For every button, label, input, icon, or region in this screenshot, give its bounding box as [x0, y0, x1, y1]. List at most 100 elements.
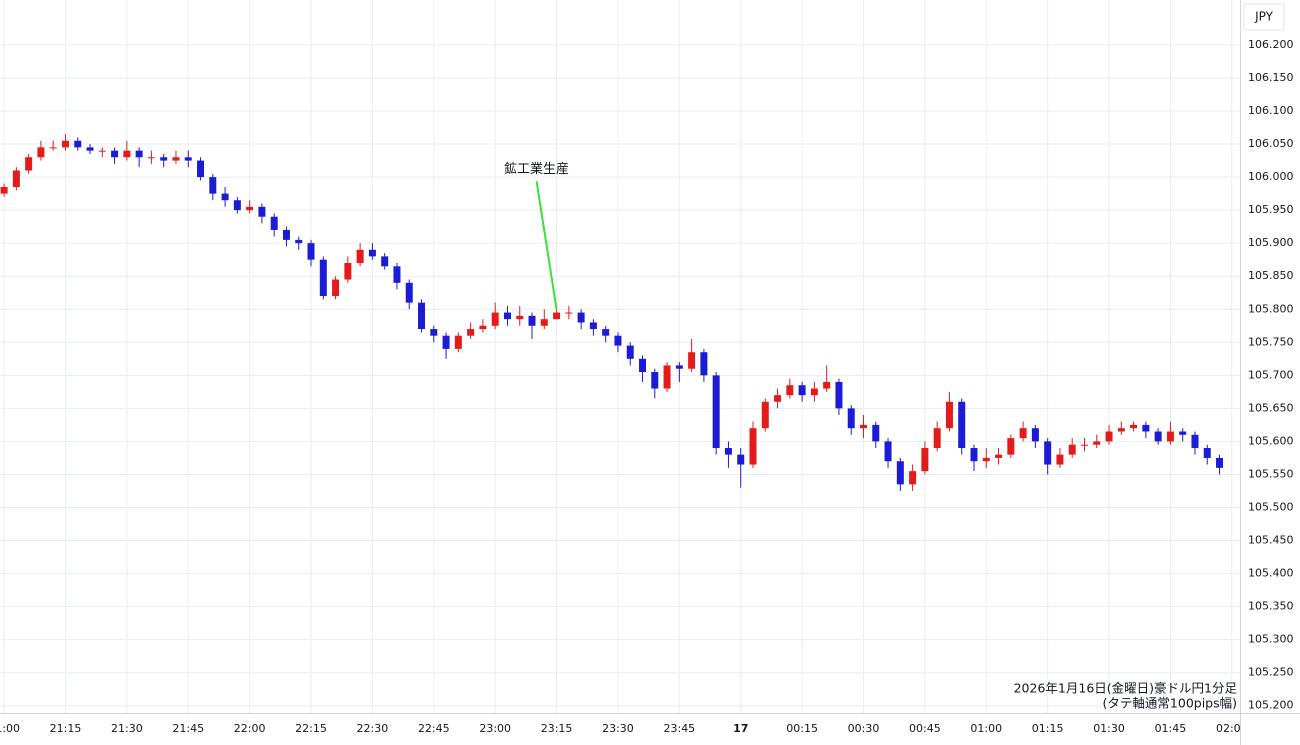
- candle-body: [147, 157, 155, 159]
- annotation-line: [535, 181, 558, 310]
- y-tick-label: 105.850: [1248, 269, 1294, 282]
- y-tick-label: 105.950: [1248, 203, 1294, 216]
- candle-body: [749, 428, 757, 465]
- footnote: 2026年1月16日(金曜日)豪ドル円1分足: [1014, 681, 1238, 696]
- candle-body: [1080, 444, 1088, 446]
- y-tick-label: 105.450: [1248, 534, 1294, 547]
- candle-body: [233, 200, 241, 211]
- candle-body: [246, 206, 254, 211]
- candle-body: [774, 395, 782, 402]
- candle-body: [184, 157, 192, 161]
- candle-body: [295, 239, 303, 244]
- candle-body: [712, 375, 720, 449]
- y-tick-label: 106.100: [1248, 104, 1294, 117]
- candle-body: [1031, 428, 1039, 442]
- candle-body: [282, 229, 290, 240]
- candle-body: [982, 457, 990, 462]
- y-tick-label: 105.900: [1248, 236, 1294, 249]
- x-tick-label: 23:30: [602, 722, 634, 735]
- candle-body: [1117, 428, 1125, 432]
- y-tick-label: 105.650: [1248, 401, 1294, 414]
- candle-body: [467, 329, 475, 336]
- x-tick-label: 23:45: [663, 722, 695, 735]
- x-tick-label: 01:30: [1093, 722, 1125, 735]
- x-tick-label: 01:45: [1155, 722, 1187, 735]
- y-tick-label: 105.500: [1248, 500, 1294, 513]
- candle-body: [123, 150, 131, 158]
- candle-body: [405, 282, 413, 303]
- candle-body: [503, 312, 511, 320]
- candle-body: [307, 243, 315, 260]
- candle-body: [737, 454, 745, 465]
- x-tick-label: 00:15: [786, 722, 818, 735]
- candle-body: [577, 312, 585, 323]
- annotation-text: 鉱工業生産: [504, 161, 569, 177]
- candle-body: [823, 381, 831, 389]
- candle-body: [86, 147, 94, 151]
- x-tick-label: 22:30: [357, 722, 389, 735]
- candle-body: [381, 256, 389, 267]
- candle-body: [761, 401, 769, 429]
- candle-body: [639, 358, 647, 373]
- candle-body: [700, 352, 708, 376]
- candle-body: [1142, 424, 1150, 432]
- x-tick-label: 22:45: [418, 722, 450, 735]
- candle-body: [344, 262, 352, 280]
- candle-body: [835, 381, 843, 409]
- candle-body: [258, 206, 266, 217]
- candle-body: [602, 329, 610, 336]
- candle-body: [663, 365, 671, 389]
- candle-body: [847, 408, 855, 429]
- x-tick-label: 01:00: [970, 722, 1002, 735]
- candle-body: [553, 312, 561, 320]
- candle-body: [49, 147, 57, 149]
- candle-body: [688, 352, 696, 369]
- candle-body: [945, 401, 953, 429]
- candle-body: [74, 140, 82, 148]
- candle-body: [479, 325, 487, 330]
- y-tick-label: 105.400: [1248, 567, 1294, 580]
- candle-body: [651, 372, 659, 389]
- candle-body: [356, 249, 364, 263]
- x-tick-label: 00:30: [848, 722, 880, 735]
- x-tick-label: 22:00: [234, 722, 266, 735]
- candle-body: [958, 401, 966, 449]
- candle-body: [1007, 438, 1015, 455]
- candle-body: [0, 187, 8, 194]
- candle-body: [368, 249, 376, 257]
- candle-body: [1044, 441, 1052, 465]
- y-tick-label: 105.700: [1248, 368, 1294, 381]
- candle-body: [61, 140, 69, 148]
- y-tick-label: 106.050: [1248, 137, 1294, 150]
- x-tick-label: 02:00: [1216, 722, 1248, 735]
- y-tick-label: 105.750: [1248, 335, 1294, 348]
- candle-body: [111, 150, 119, 158]
- candle-body: [786, 385, 794, 396]
- candle-body: [442, 335, 450, 349]
- x-tick-label: 00:45: [909, 722, 941, 735]
- candle-body: [319, 259, 327, 297]
- candle-body: [565, 312, 573, 314]
- x-tick-label: 21:45: [172, 722, 204, 735]
- candle-body: [921, 448, 929, 472]
- candle-body: [160, 157, 168, 161]
- y-tick-label: 106.200: [1248, 38, 1294, 51]
- y-tick-label: 105.300: [1248, 633, 1294, 646]
- candle-body: [98, 150, 106, 152]
- candle-body: [1105, 431, 1113, 442]
- candle-body: [1056, 454, 1064, 465]
- y-tick-label: 105.250: [1248, 666, 1294, 679]
- candle-body: [270, 216, 278, 230]
- x-tick-label: 01:15: [1032, 722, 1064, 735]
- candle-body: [197, 160, 205, 178]
- candle-body: [1203, 448, 1211, 458]
- x-tick-label: 23:15: [541, 722, 573, 735]
- x-tick-label: 21:00: [0, 722, 20, 735]
- x-tick-label: 21:15: [50, 722, 82, 735]
- candle-body: [995, 454, 1003, 458]
- candle-body: [1154, 431, 1162, 442]
- candle-body: [1166, 431, 1174, 442]
- candle-body: [1179, 431, 1187, 435]
- candle-body: [909, 471, 917, 485]
- candle-body: [332, 279, 340, 297]
